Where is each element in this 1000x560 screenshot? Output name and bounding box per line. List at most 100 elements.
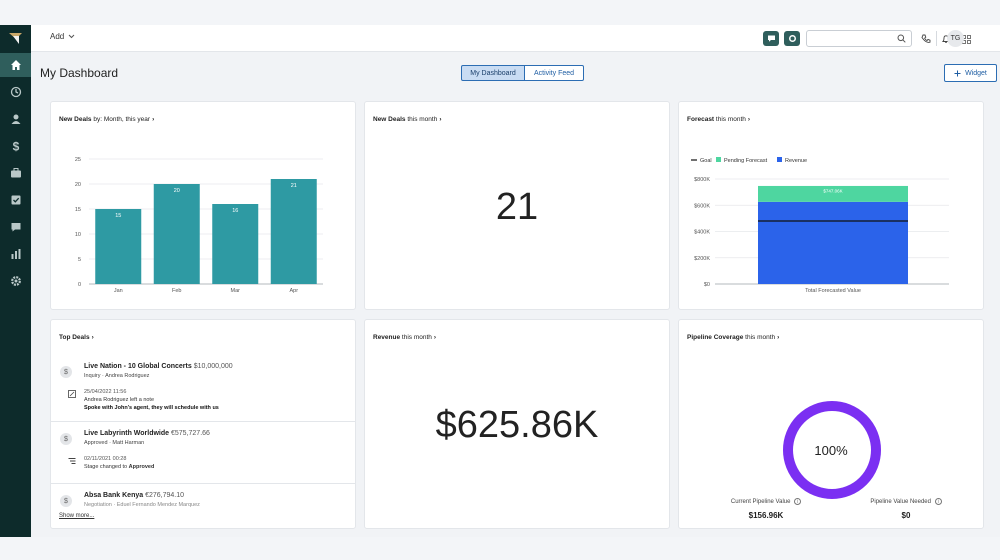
card-title[interactable]: Top Deals › — [59, 334, 94, 341]
app-frame: $ Add — [0, 25, 1000, 537]
sidebar-item-reports[interactable] — [0, 242, 31, 266]
deal-name[interactable]: Live Labyrinth Worldwide €575,727.66 — [84, 430, 210, 437]
new-deals-count-card: New Deals this month › 21 — [364, 101, 670, 310]
card-title-bold: New Deals — [373, 116, 406, 123]
activity-time: 02/11/2021 00:28 — [84, 456, 127, 462]
svg-text:$: $ — [12, 140, 19, 152]
info-icon[interactable]: i — [934, 498, 942, 505]
tab-activity-feed[interactable]: Activity Feed — [525, 65, 584, 81]
user-avatar[interactable]: TG — [947, 30, 964, 47]
y-tick-label: 0 — [78, 282, 81, 288]
deal-stage-owner: Inquiry · Andrea Rodriguez — [84, 373, 150, 379]
deal-amount: €575,727.66 — [171, 430, 210, 437]
bar-value-label: 16 — [232, 208, 238, 214]
card-title[interactable]: New Deals by: Month, this year › — [59, 116, 154, 123]
forecast-stacked-chart: Goal Pending Forecast Revenue $0 $200K $400K $… — [691, 157, 949, 294]
chevron-down-icon — [68, 34, 75, 39]
sidebar-item-home[interactable] — [0, 53, 31, 77]
add-label: Add — [50, 32, 65, 41]
divider — [51, 421, 355, 422]
legend-revenue-label: Revenue — [785, 158, 807, 164]
y-tick-label: 15 — [75, 207, 81, 213]
sidebar-item-tasks[interactable] — [0, 188, 31, 212]
segment-value-label: $747.06K — [823, 188, 842, 193]
card-title-rest: this month — [400, 334, 432, 341]
activity-time: 25/04/2022 11:56 — [84, 389, 127, 395]
toolbar-divider — [936, 31, 937, 46]
show-more-link[interactable]: Show more... — [59, 513, 99, 519]
pipeline-coverage-ring — [783, 401, 881, 499]
dollar-icon: $ — [60, 433, 72, 445]
legend-pending-label: Pending Forecast — [724, 158, 768, 164]
tab-my-dashboard[interactable]: My Dashboard — [461, 65, 525, 81]
dollar-icon: $ — [60, 366, 72, 378]
card-title[interactable]: New Deals this month › — [373, 116, 442, 123]
info-icon[interactable]: i — [794, 498, 802, 505]
card-title[interactable]: Revenue this month › — [373, 334, 436, 341]
card-title[interactable]: Forecast this month › — [687, 116, 750, 123]
sidebar-item-contacts[interactable] — [0, 107, 31, 131]
card-title-bold: Revenue — [373, 334, 401, 341]
revenue-card: Revenue this month › $625.86K — [364, 319, 670, 529]
sidebar: $ — [0, 25, 31, 537]
pipeline-needed-label: Pipeline Value Needed i — [851, 498, 961, 505]
bar-value-label: 21 — [291, 183, 297, 189]
deal-name[interactable]: Absa Bank Kenya €276,794.10 — [84, 492, 185, 499]
y-tick-label: 10 — [75, 232, 81, 238]
pending-forecast-bar — [758, 185, 908, 202]
chevron-right-icon: › — [747, 116, 751, 123]
whatsapp-icon — [788, 35, 796, 42]
forecast-card: Forecast this month › Goal Pending Forecas… — [678, 101, 984, 310]
phone-button[interactable] — [918, 31, 934, 47]
search-input[interactable] — [806, 30, 912, 47]
whatsapp-button[interactable] — [784, 31, 800, 46]
card-title-rest: this month — [405, 116, 438, 123]
deal-amount: €276,794.10 — [145, 492, 185, 499]
sidebar-item-settings[interactable] — [0, 269, 31, 293]
current-pipeline-label: Current Pipeline Value i — [711, 498, 821, 505]
note-icon — [68, 390, 76, 398]
activity-text: Andrea Rodriguez left a note — [84, 397, 155, 403]
revenue-value: $625.86K — [435, 404, 599, 446]
chevron-right-icon: › — [433, 334, 437, 341]
x-tick-label: Jan — [114, 288, 123, 294]
current-pipeline-value: $156.96K — [748, 511, 784, 520]
messages-button[interactable] — [763, 31, 779, 46]
activity-note: Spoke with John's agent, they will sched… — [84, 405, 219, 411]
deal-stage-owner: Negotiation · Eduel Fernando Mendez Marq… — [84, 502, 200, 508]
card-title[interactable]: Pipeline Coverage this month › — [687, 334, 779, 341]
bar-chart-icon — [11, 249, 20, 259]
card-title-bold: Forecast — [687, 116, 715, 123]
legend-goal-label: Goal — [700, 158, 712, 164]
sidebar-item-leads[interactable] — [0, 80, 31, 104]
search-icon[interactable] — [897, 34, 906, 43]
x-tick-label: Apr — [289, 288, 298, 294]
add-widget-button[interactable]: Widget — [944, 64, 997, 82]
pipeline-percent: 100% — [814, 443, 848, 458]
legend-revenue-swatch — [777, 157, 782, 162]
pipeline-needed-value: $0 — [901, 511, 911, 520]
chevron-right-icon: › — [439, 116, 442, 123]
y-tick-label: $0 — [704, 282, 710, 288]
logo-icon[interactable] — [7, 31, 24, 45]
card-title-rest: this month — [714, 116, 746, 123]
y-tick-label: 25 — [75, 157, 81, 163]
bar-value-label: 20 — [174, 188, 180, 194]
sidebar-item-deals[interactable]: $ — [0, 134, 31, 158]
chevron-right-icon: › — [777, 334, 780, 341]
pipeline-coverage-card: Pipeline Coverage this month › 100% Curre… — [678, 319, 984, 529]
deal-stage-owner: Approved · Matt Harman — [84, 440, 145, 446]
ring-progress — [783, 401, 881, 499]
y-tick-label: $800K — [694, 177, 710, 183]
card-title-rest: by: Month, this year — [91, 116, 151, 123]
y-tick-label: 20 — [75, 182, 81, 188]
y-tick-label: 5 — [78, 257, 81, 263]
checkbox-icon — [11, 195, 20, 205]
deal-name[interactable]: Live Nation - 10 Global Concerts $10,000… — [84, 363, 233, 370]
add-menu-button[interactable]: Add — [50, 32, 75, 41]
sidebar-item-projects[interactable] — [0, 161, 31, 185]
sidebar-item-messages[interactable] — [0, 215, 31, 239]
message-icon — [767, 35, 775, 42]
legend-pending-swatch — [716, 157, 721, 162]
bar — [153, 184, 200, 284]
